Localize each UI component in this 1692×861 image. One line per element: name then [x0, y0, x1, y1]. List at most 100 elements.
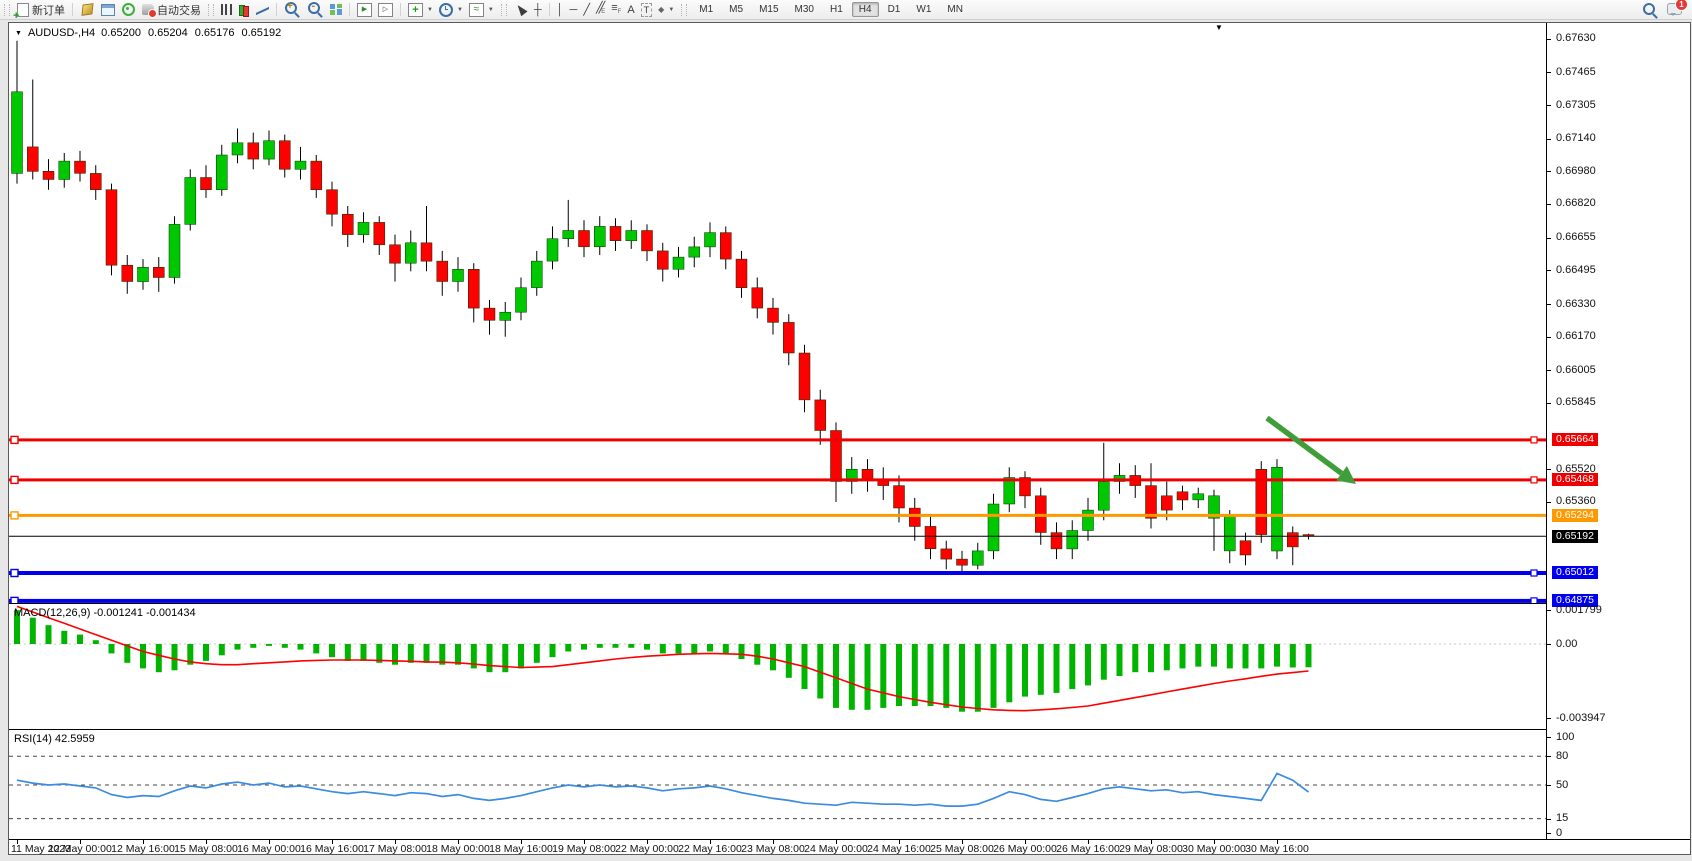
timeframe-button-MN[interactable]: MN [947, 4, 963, 15]
timeframe-button-M30[interactable]: M30 [794, 4, 814, 15]
bar-chart-button[interactable] [218, 1, 235, 18]
search-icon[interactable] [1643, 3, 1655, 15]
market-watch-button[interactable] [77, 1, 98, 18]
candle-body [452, 269, 464, 282]
timeframe-button-M15[interactable]: M15 [759, 4, 779, 15]
toolbar-grip[interactable] [4, 3, 10, 16]
zoom-out-button[interactable] [304, 0, 327, 18]
candle-body [515, 287, 527, 313]
timeframe-button-H4[interactable]: H4 [851, 2, 879, 17]
line-handle[interactable] [1530, 436, 1538, 444]
timeframe-button-D1[interactable]: D1 [887, 4, 901, 15]
macd-plot[interactable] [9, 604, 1546, 728]
horizontal-line-tool-button[interactable] [567, 1, 581, 18]
data-window-button[interactable] [98, 1, 118, 18]
candle-body [247, 142, 260, 160]
text-label-tool-button[interactable] [638, 1, 656, 18]
macd-histogram-bar [707, 644, 713, 652]
cursor-tool-button[interactable] [511, 1, 531, 18]
macd-histogram-bar [344, 644, 351, 661]
line-handle[interactable] [1530, 476, 1538, 484]
rsi-plot[interactable] [9, 730, 1546, 839]
timeframe-button-W1[interactable]: W1 [916, 4, 932, 15]
candle-body [720, 232, 732, 260]
toolbar-grip[interactable] [208, 3, 214, 16]
channel-tool-button[interactable] [593, 1, 608, 18]
macd-histogram-bar [785, 644, 792, 678]
quote-close: 0.65192 [241, 27, 282, 39]
rsi-line [16, 772, 1310, 807]
horizontal-line-object[interactable] [9, 478, 1546, 482]
timeframe-button-M1[interactable]: M1 [699, 4, 714, 15]
pane-separator[interactable] [9, 603, 1546, 604]
new-chart-button[interactable]: ▼ [405, 1, 436, 18]
line-handle[interactable] [10, 475, 19, 485]
candle-body [168, 224, 181, 278]
horizontal-line-object[interactable] [9, 571, 1546, 575]
candlestick-chart-button[interactable] [235, 1, 253, 18]
macd-histogram-bar [1179, 644, 1186, 669]
equidistant-channel-icon [596, 2, 605, 18]
line-handle[interactable] [10, 596, 19, 603]
price-axis[interactable]: 0.67630 0.67465 0.67305 0.67140 0.66980 0.668… [1546, 23, 1690, 839]
zoom-in-button[interactable] [281, 1, 304, 18]
navigator-button[interactable] [118, 1, 139, 18]
timeframe-button-H1[interactable]: H1 [829, 4, 843, 15]
down-arrow-annotation[interactable] [1265, 415, 1344, 476]
candle-body [1019, 477, 1031, 497]
periods-button[interactable]: ▼ [436, 1, 466, 18]
indicators-button[interactable]: ▼ [466, 1, 497, 18]
pane-separator[interactable] [9, 729, 1546, 730]
symbol-dropdown-arrow[interactable]: ▼ [15, 29, 22, 37]
toolbar-grip[interactable] [681, 3, 688, 16]
crosshair-tool-button[interactable] [531, 1, 545, 18]
time-axis-tick [1277, 840, 1278, 844]
candlestick-plot[interactable] [9, 23, 1546, 603]
auto-scroll-button[interactable] [354, 1, 375, 18]
price-axis-label: 0.66980 [1556, 165, 1596, 177]
fibonacci-tool-button[interactable] [608, 1, 624, 18]
time-axis-tick [269, 840, 270, 844]
horizontal-line-object[interactable] [9, 438, 1546, 442]
chart-shift-button[interactable] [375, 1, 396, 18]
macd-histogram-bar [92, 640, 99, 644]
macd-histogram-bar [1163, 644, 1170, 671]
line-chart-button[interactable] [253, 1, 272, 18]
autotrading-button[interactable]: 自动交易 [139, 1, 204, 18]
chart-shift-marker[interactable]: ▼ [1215, 23, 1223, 32]
candle-body [184, 177, 197, 225]
horizontal-line-object[interactable] [9, 598, 1546, 603]
price-line-badge: 0.65294 [1552, 509, 1598, 522]
line-handle[interactable] [1530, 597, 1538, 603]
new-order-button[interactable]: 新订单 [13, 1, 68, 22]
down-arrow-head[interactable] [1336, 466, 1356, 484]
axis-tick [1547, 204, 1551, 205]
time-axis-label: 11 May 2023 [11, 843, 71, 855]
time-axis-label: 25 May 08:00 [930, 843, 994, 855]
line-handle[interactable] [10, 511, 19, 520]
separator [276, 3, 277, 16]
axis-tick [1547, 238, 1551, 239]
horizontal-line-object[interactable] [9, 513, 1546, 517]
arrows-tool-button[interactable]: ▼ [655, 1, 677, 18]
trendline-tool-button[interactable] [580, 1, 593, 18]
new-order-icon [13, 2, 29, 22]
price-line-badge: 0.65012 [1552, 566, 1598, 579]
autotrading-icon [142, 4, 157, 18]
chat-icon[interactable]: 1 [1667, 0, 1688, 16]
candle-body [1287, 532, 1299, 548]
text-tool-button[interactable] [624, 1, 637, 18]
line-handle[interactable] [10, 435, 19, 445]
line-handle[interactable] [10, 568, 19, 578]
vertical-line-tool-button[interactable] [554, 1, 567, 18]
line-handle[interactable] [1530, 569, 1538, 577]
candlestick-chart-icon [238, 4, 250, 17]
time-axis[interactable]: 11 May 2023 12 May 00:00 12 May 16:00 15 Ma… [9, 839, 1690, 855]
timeframe-button-M5[interactable]: M5 [729, 4, 744, 15]
price-line-badge: 0.64875 [1552, 594, 1598, 607]
toolbar-grip[interactable] [500, 3, 507, 16]
axis-tick [1547, 270, 1551, 271]
quote-high: 0.65204 [147, 27, 188, 39]
arrows-icon [658, 3, 664, 16]
tile-windows-button[interactable] [327, 1, 345, 18]
